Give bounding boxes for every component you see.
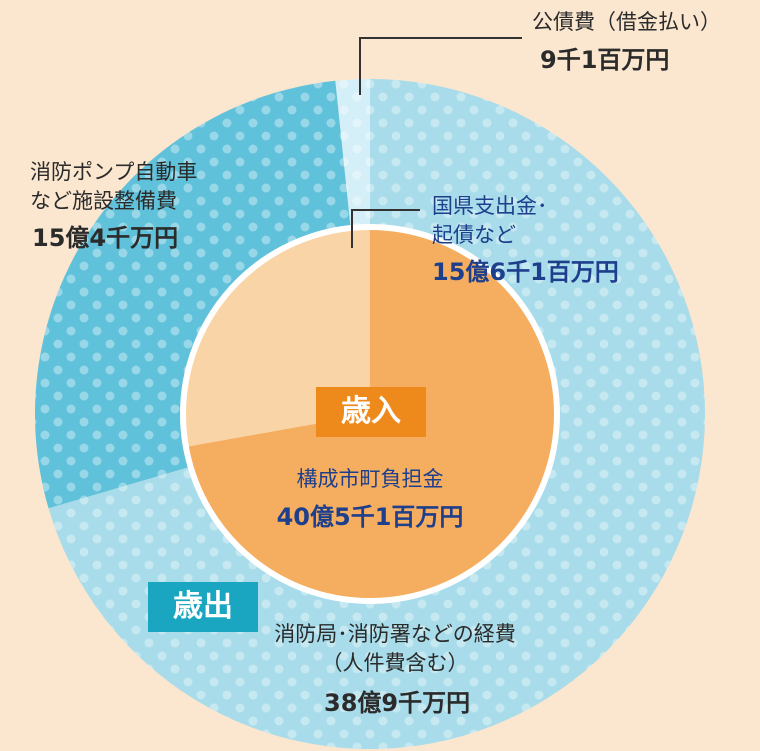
- chart-title: 歳入: [316, 387, 426, 437]
- ring-divider: [180, 224, 560, 604]
- value-label: 15億6千1百万円: [432, 258, 619, 286]
- slice-label: 消防ポンプ自動車 など施設整備費: [30, 160, 198, 213]
- value-label: 38億9千万円: [324, 689, 471, 717]
- value-label: 15億4千万円: [32, 224, 179, 252]
- chart-title: 歳出: [148, 582, 258, 632]
- ring-texture: [35, 79, 705, 749]
- slice-label: 国県支出金･ 起債など: [432, 194, 548, 247]
- value-label: 40億5千1百万円: [276, 503, 464, 531]
- slice-label: 公債費（借金払い）: [532, 10, 721, 34]
- leader-line: [359, 37, 522, 95]
- slice-label: 構成市町負担金: [296, 467, 444, 491]
- leader-line: [351, 209, 420, 248]
- value-label: 9千1百万円: [540, 46, 670, 74]
- slice-label: 消防局･消防署などの経費 （人件費含む）: [274, 622, 516, 675]
